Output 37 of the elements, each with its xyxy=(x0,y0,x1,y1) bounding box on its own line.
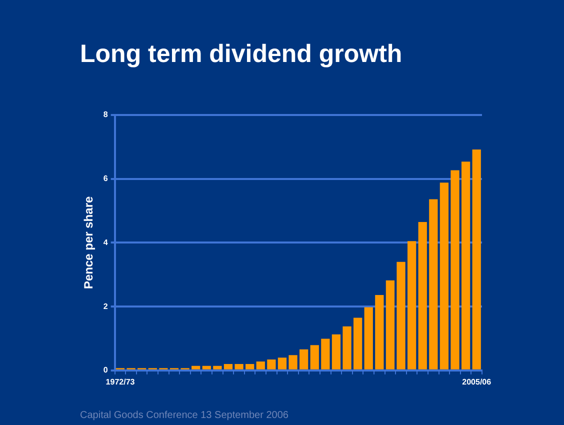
bar xyxy=(440,182,449,370)
bar xyxy=(300,349,308,370)
bar xyxy=(288,355,298,370)
bar xyxy=(461,162,470,370)
bar xyxy=(234,364,244,370)
bar xyxy=(386,280,395,370)
bar xyxy=(256,361,265,370)
bar xyxy=(396,262,406,370)
bar xyxy=(364,307,373,370)
bar xyxy=(407,241,416,370)
text: Capital Goods Conference 13 September 2006 xyxy=(80,410,288,421)
bar xyxy=(246,364,254,370)
bar xyxy=(375,295,384,370)
bar xyxy=(450,170,460,370)
bar xyxy=(472,149,481,370)
bar xyxy=(321,338,330,370)
y-axis-title: Pence per share xyxy=(82,196,96,290)
x-tick-label: 2005/06 xyxy=(462,377,492,386)
chart-title: Long term dividend growth xyxy=(80,40,402,69)
bar xyxy=(353,318,362,370)
bar xyxy=(278,358,287,370)
y-tick-label: 2 xyxy=(103,302,108,311)
x-tick-label: 1972/73 xyxy=(106,377,136,386)
bar xyxy=(332,334,341,370)
y-tick-label: 8 xyxy=(103,110,108,120)
bar xyxy=(418,222,427,370)
y-tick-label: 6 xyxy=(103,174,108,184)
bar xyxy=(192,366,200,370)
y-tick-label: 0 xyxy=(103,366,108,375)
bar xyxy=(310,345,319,370)
bar xyxy=(267,360,276,370)
bar xyxy=(342,326,352,370)
y-tick-label: 4 xyxy=(103,238,108,247)
bar xyxy=(429,199,438,370)
bar xyxy=(213,366,222,370)
bar xyxy=(224,364,233,370)
bar xyxy=(202,366,211,370)
